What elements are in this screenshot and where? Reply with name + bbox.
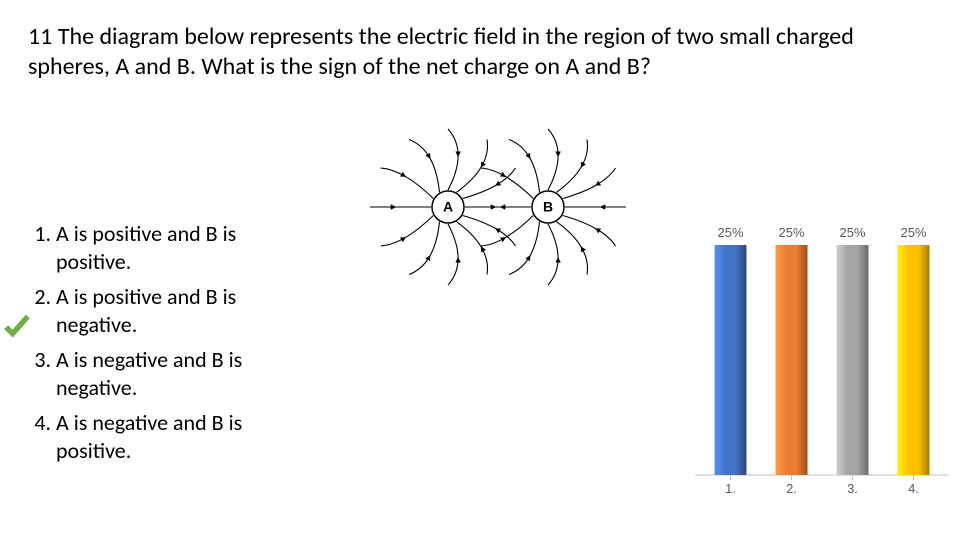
question-body: The diagram below represents the electri… xyxy=(28,22,854,81)
svg-text:25%: 25% xyxy=(778,225,804,240)
answer-option[interactable]: A is negative and B is positive. xyxy=(56,409,314,464)
svg-text:1.: 1. xyxy=(725,481,736,496)
svg-text:B: B xyxy=(543,199,553,215)
svg-text:25%: 25% xyxy=(717,225,743,240)
svg-text:25%: 25% xyxy=(839,225,865,240)
svg-text:4.: 4. xyxy=(908,481,919,496)
answer-option[interactable]: A is negative and B is negative. xyxy=(56,346,314,401)
svg-text:3.: 3. xyxy=(847,481,858,496)
field-diagram: AB xyxy=(348,110,648,305)
answers-list: A is positive and B is positive. A is po… xyxy=(24,220,314,472)
answer-option[interactable]: A is positive and B is negative. xyxy=(56,283,314,338)
response-bar-chart: 25% 1. 25% 2. 25% 3. 25% 4. xyxy=(680,215,960,505)
question-text: 11 The diagram below represents the elec… xyxy=(28,22,928,82)
correct-check-icon xyxy=(4,312,30,338)
answer-option[interactable]: A is positive and B is positive. xyxy=(56,220,314,275)
svg-text:25%: 25% xyxy=(900,225,926,240)
svg-text:A: A xyxy=(443,199,453,215)
svg-text:2.: 2. xyxy=(786,481,797,496)
question-number: 11 xyxy=(28,22,52,51)
